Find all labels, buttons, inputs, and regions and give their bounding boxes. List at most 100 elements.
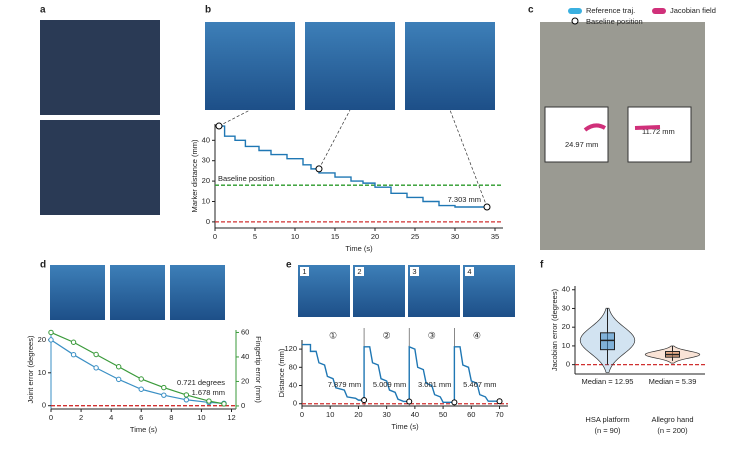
y-axis-label: Jacobian error (degrees) (550, 288, 559, 371)
x-tick-label: 60 (467, 410, 475, 419)
panel-label: c (528, 5, 534, 16)
x-tick-label: 20 (354, 410, 362, 419)
y-tick-label: 20 (202, 176, 210, 185)
x-tick-label: 2 (79, 413, 83, 422)
y-tick-label: 30 (202, 156, 210, 165)
y-axis-label: Joint error (degrees) (26, 335, 35, 403)
legend-label: Baseline position (586, 17, 643, 26)
panel-label: b (205, 5, 211, 16)
highlight-point (315, 165, 323, 173)
segment-label: ① (329, 330, 337, 340)
x-axis-label: Time (s) (345, 244, 373, 253)
line (219, 125, 487, 208)
highlight-point (406, 398, 413, 405)
y-axis-label: Marker distance (mm) (190, 139, 199, 212)
legend-swatch (571, 17, 579, 25)
annotation: 1.678 mm (192, 388, 225, 397)
highlight-point (215, 122, 223, 130)
point (183, 397, 190, 403)
point (70, 351, 77, 358)
inset (544, 106, 609, 163)
legend-label: Reference traj. (586, 6, 635, 15)
point (48, 329, 54, 336)
segment-label: ② (383, 330, 391, 340)
point (183, 392, 190, 398)
group-size: (n = 200) (657, 426, 688, 435)
panel-label: d (40, 260, 46, 271)
x-tick-label: 70 (495, 410, 503, 419)
legend-swatch (652, 8, 666, 14)
x-tick-label: 12 (227, 413, 235, 422)
photo-label: 2 (357, 267, 361, 276)
x-tick-label: 0 (300, 410, 304, 419)
photo-badge (355, 267, 364, 276)
y2-tick-label: 40 (241, 352, 249, 361)
box (600, 332, 615, 351)
y2-tick-label: 60 (241, 327, 249, 336)
highlight-point (361, 397, 368, 404)
y-tick-label: 40 (202, 135, 210, 144)
point (206, 398, 212, 404)
highlight-point (451, 399, 458, 406)
line (302, 343, 500, 404)
point (161, 392, 167, 398)
x-tick-label: 35 (491, 232, 499, 241)
annotation: 0.721 degrees (177, 378, 225, 387)
annotation: 3.001 mm (418, 380, 451, 389)
highlight-point (496, 398, 503, 405)
segment-label: ④ (473, 330, 481, 340)
y-tick-label: 0 (206, 217, 210, 226)
photo-badge (465, 267, 474, 276)
legend-swatch (568, 8, 582, 14)
photo-badge (410, 267, 419, 276)
annotation: 7.303 mm (448, 195, 481, 204)
x-tick-label: Allegro hand (651, 415, 693, 424)
y2-axis-label: Fingertip error (mm) (254, 336, 263, 403)
point (138, 376, 144, 382)
photo (305, 22, 395, 110)
x-tick-label: 30 (451, 232, 459, 241)
y-tick-label: 10 (562, 341, 570, 350)
point (115, 364, 122, 370)
x-tick-label: 20 (371, 232, 379, 241)
photo (40, 20, 160, 115)
x-tick-label: 50 (439, 410, 447, 419)
photo (110, 265, 165, 320)
y2-tick-label: 20 (241, 376, 249, 385)
y-tick-label: 120 (284, 344, 297, 353)
point (115, 376, 122, 383)
measurement: 11.72 mm (642, 127, 675, 136)
x-tick-label: 10 (291, 232, 299, 241)
x-tick-label: HSA platform (585, 415, 629, 424)
panel-label: f (540, 260, 544, 271)
group-size: (n = 90) (594, 426, 621, 435)
photo (205, 22, 295, 110)
x-tick-label: 0 (49, 413, 53, 422)
photo-label: 1 (302, 267, 306, 276)
photo-label: 3 (412, 267, 416, 276)
y-tick-label: 0 (566, 360, 570, 369)
trajectory (583, 123, 661, 132)
x-tick-label: 25 (411, 232, 419, 241)
x-tick-label: 6 (139, 413, 143, 422)
photo-badge (300, 267, 309, 276)
y-tick-label: 0 (293, 399, 297, 408)
photo (50, 265, 105, 320)
point (93, 365, 99, 371)
photos (40, 20, 705, 320)
y-tick-label: 80 (289, 362, 297, 371)
y-tick-label: 30 (562, 303, 570, 312)
x-axis-label: Time (s) (391, 422, 419, 431)
x-tick-label: 30 (382, 410, 390, 419)
y-axis-label: Distance (mm) (277, 348, 286, 397)
point (161, 384, 167, 391)
y-tick-label: 40 (289, 381, 297, 390)
x-tick-label: 8 (169, 413, 173, 422)
x-tick-label: 15 (331, 232, 339, 241)
median-label: Median = 12.95 (582, 377, 634, 386)
reference-label: Baseline position (218, 174, 275, 183)
x-tick-label: 40 (411, 410, 419, 419)
segment-label: ③ (428, 330, 436, 340)
measurement: 24.97 mm (565, 140, 598, 149)
connector (449, 109, 488, 208)
